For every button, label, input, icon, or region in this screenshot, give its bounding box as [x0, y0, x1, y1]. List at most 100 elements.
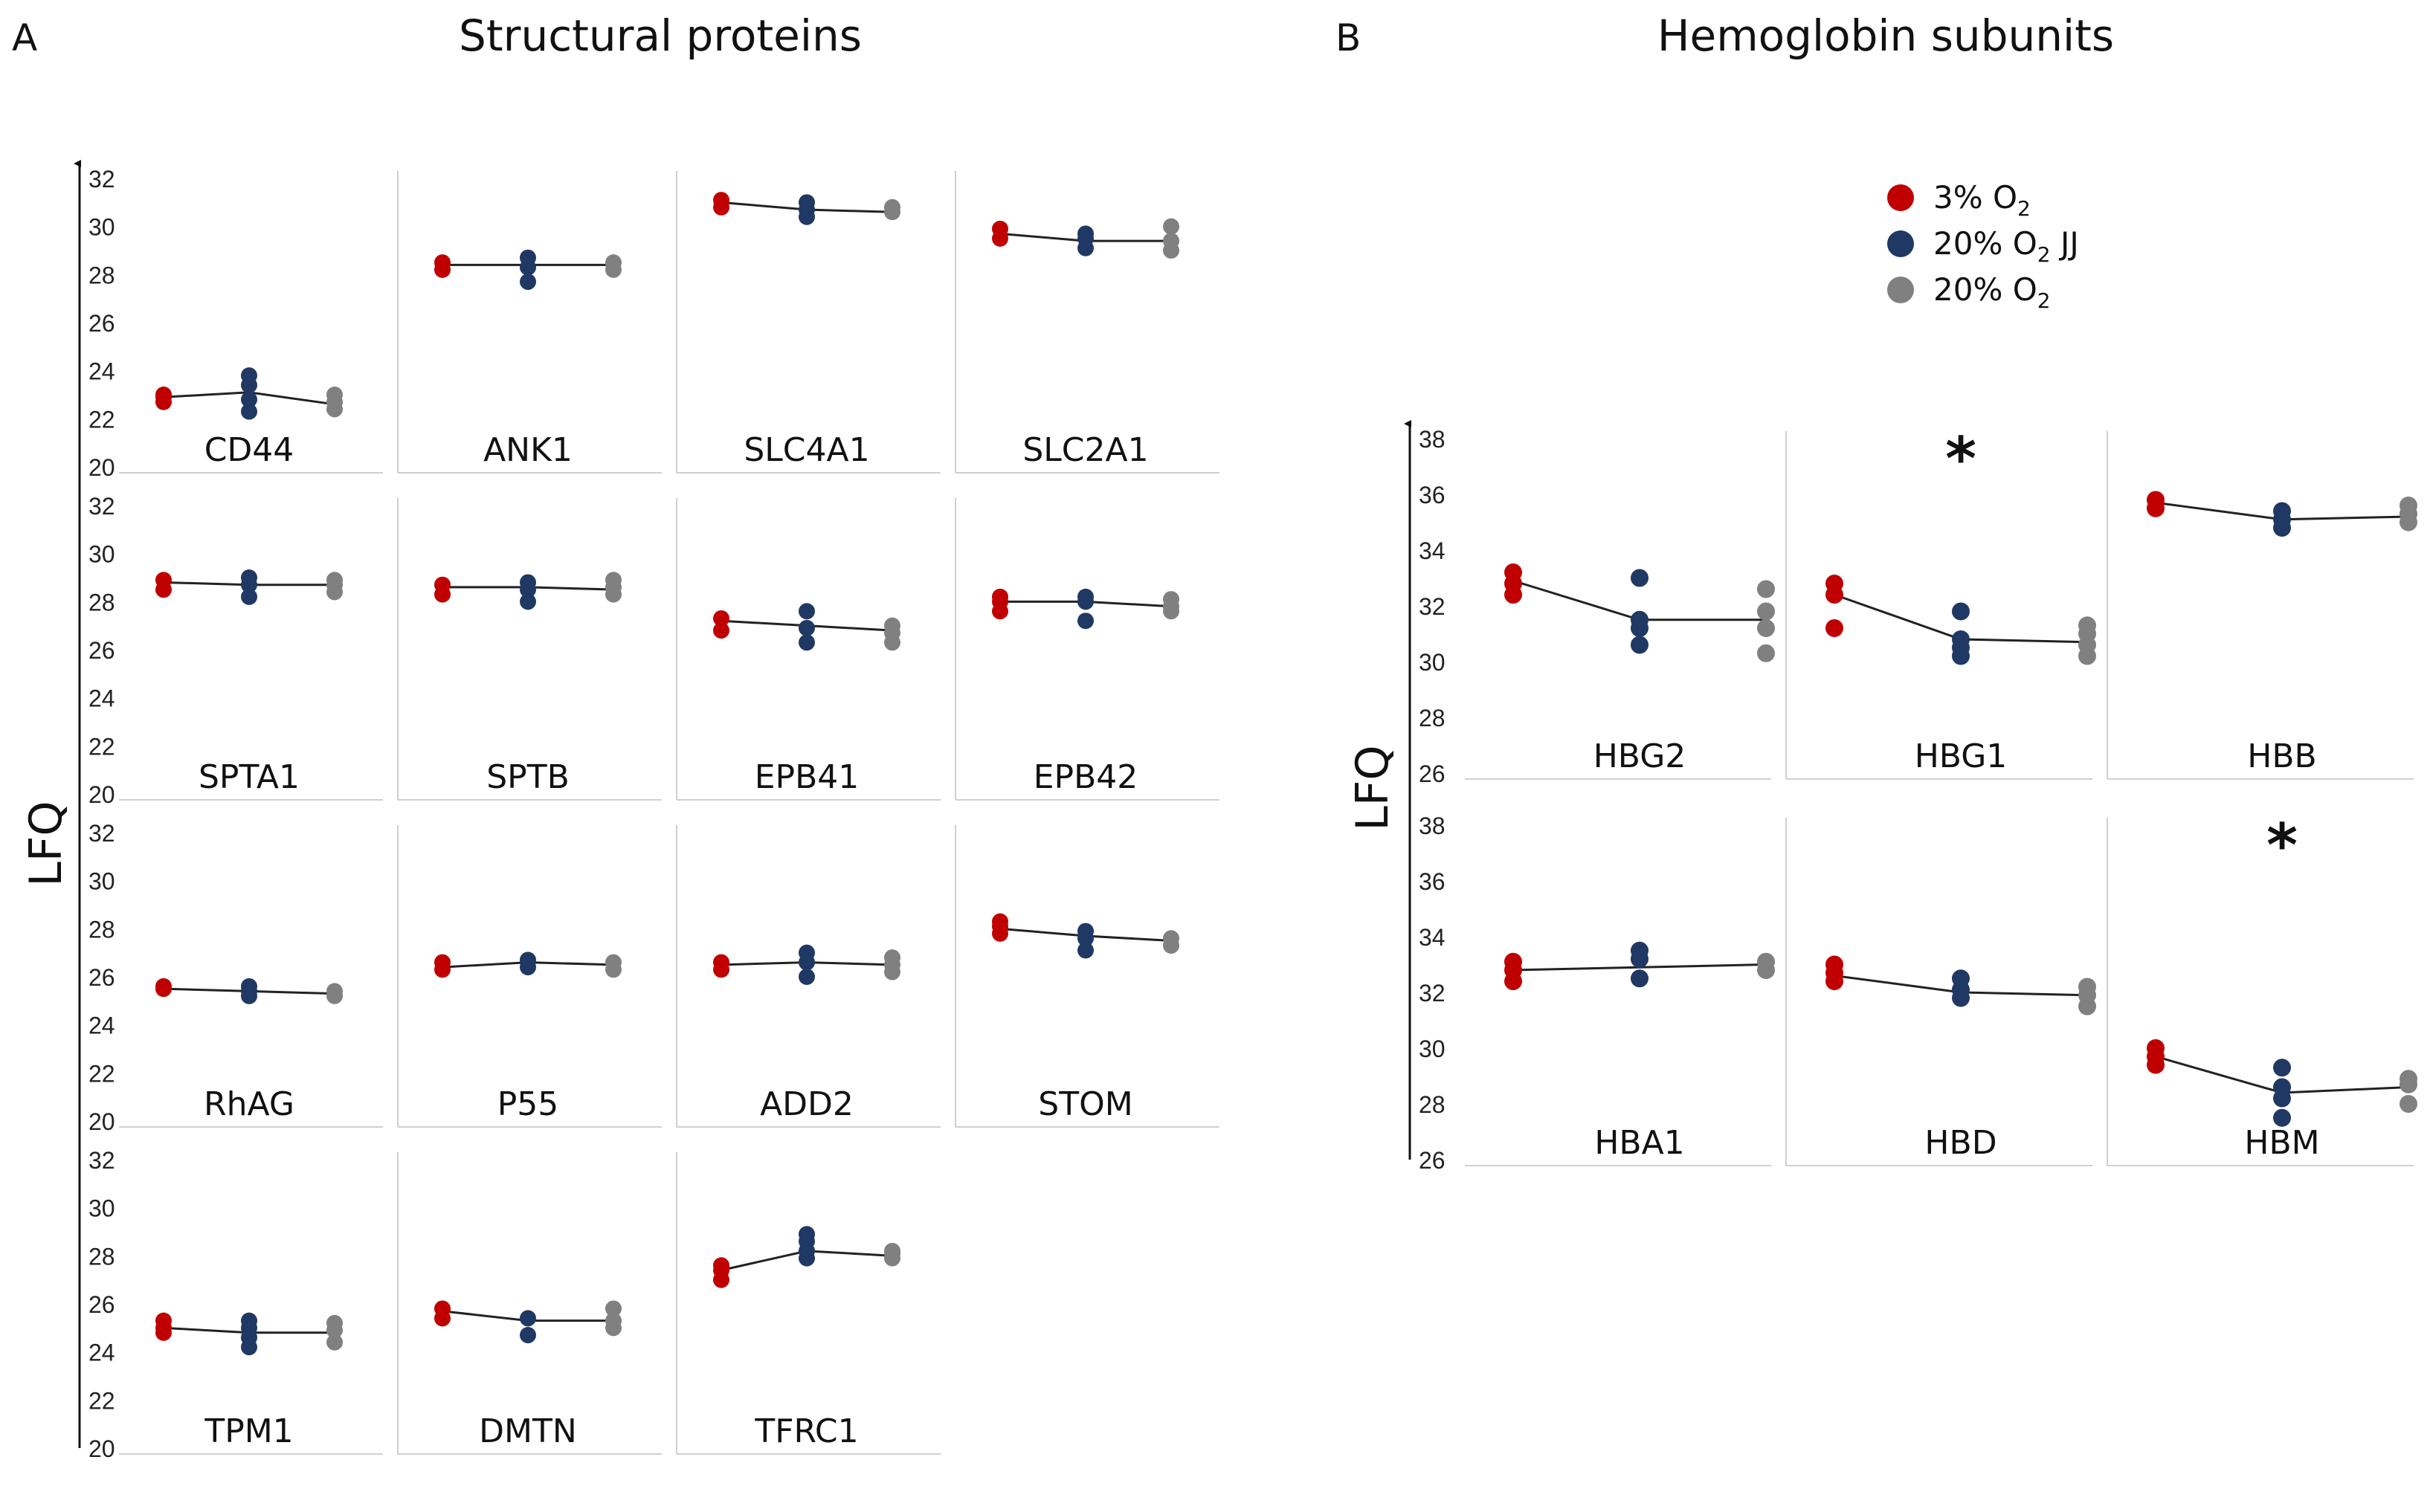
data-point-slc4a1 — [713, 192, 729, 209]
protein-label-tfrc1: TFRC1 — [754, 1412, 858, 1450]
panel-a-title: Structural proteins — [459, 10, 862, 61]
data-point-sptb — [605, 572, 622, 589]
panel-b-y-tick-label: 34 — [1419, 537, 1446, 564]
data-point-epb42 — [1163, 591, 1179, 608]
data-point-tpm1 — [326, 1334, 343, 1351]
panel-b-y-tick-label: 28 — [1419, 705, 1446, 731]
legend-label-3pct: 3% O2 — [1933, 179, 2031, 221]
data-point-epb42 — [1077, 613, 1094, 630]
plot-spta1: SPTA1 — [119, 569, 383, 801]
panel-a-y-tick-label: 30 — [88, 214, 115, 241]
panel-a-y-tick-label: 26 — [88, 964, 115, 991]
data-point-hbb — [2147, 491, 2165, 509]
plot-slc2a1: SLC2A1 — [955, 171, 1219, 474]
plot-hbg1: HBG1 * — [1785, 424, 2096, 780]
panel-a-y-tick-label: 22 — [88, 733, 115, 760]
panel-a-y-tick-label: 22 — [88, 406, 115, 433]
panel-a-y-tick-label: 20 — [88, 781, 115, 808]
significance-star-hbg1: * — [1945, 424, 1976, 494]
panel-b-y-tick-label: 32 — [1419, 980, 1446, 1007]
data-point-hbg2 — [1757, 644, 1775, 662]
data-point-epb41 — [713, 610, 729, 627]
data-point-hba1 — [1631, 941, 1649, 960]
plot-sptb: SPTB — [397, 498, 662, 801]
protein-label-ank1: ANK1 — [483, 431, 573, 469]
data-point-hbd — [2078, 978, 2096, 996]
plot-tfrc1: TFRC1 — [676, 1152, 941, 1455]
panel-a-y-tick-label: 26 — [88, 310, 115, 337]
plot-rhag: RhAG — [119, 978, 383, 1128]
data-point-hbb — [2400, 497, 2417, 514]
data-point-p55 — [520, 952, 536, 969]
legend-label-20pct-jj: 20% O2 JJ — [1933, 225, 2079, 267]
panel-b-y-axis-title: LFQ — [1347, 745, 1399, 830]
protein-label-p55: P55 — [497, 1085, 559, 1123]
plot-hbm: HBM * — [2107, 811, 2417, 1166]
panel-a-y-tick-label: 20 — [88, 454, 115, 481]
data-point-hbb — [2273, 502, 2291, 520]
legend-marker-3pct — [1887, 184, 1914, 211]
data-point-ank1 — [520, 274, 536, 291]
legend-marker-20pct-jj — [1887, 230, 1914, 257]
panel-b-y-tick-label: 36 — [1419, 868, 1446, 895]
panel-b-y-tick-label: 30 — [1419, 1036, 1446, 1062]
data-point-dmtn — [520, 1327, 536, 1344]
data-point-stom — [1163, 930, 1179, 947]
panel-b-y-tick-label: 30 — [1419, 649, 1446, 676]
panel-a-y-tick-label: 26 — [88, 637, 115, 664]
data-point-spta1 — [241, 569, 257, 586]
protein-label-hbg1: HBG1 — [1915, 737, 2008, 775]
data-point-add2 — [799, 944, 815, 961]
panel-b-y-tick-label: 34 — [1419, 924, 1446, 951]
panel-b-y-tick-label: 38 — [1419, 426, 1446, 453]
panel-a-y-tick-label: 22 — [88, 1060, 115, 1087]
data-point-epb41 — [713, 622, 729, 639]
data-point-epb41 — [799, 619, 815, 636]
data-point-sptb — [520, 574, 536, 591]
data-point-spta1 — [326, 572, 343, 589]
panel-a-y-tick-label: 28 — [88, 916, 115, 943]
data-point-rhag — [155, 978, 172, 995]
data-point-hbg1 — [2078, 616, 2096, 635]
data-point-hbd — [1952, 969, 1970, 988]
protein-label-hbd: HBD — [1924, 1124, 1996, 1162]
plot-hbg2: HBG2 — [1465, 563, 1775, 780]
data-point-hbm — [2400, 1095, 2417, 1113]
data-point-hba1 — [1504, 952, 1522, 971]
data-point-epb42 — [992, 588, 1008, 605]
panel-b-y-tick-label: 26 — [1419, 1147, 1446, 1174]
plot-hbb: HBB — [2107, 431, 2417, 780]
plot-slc4a1: SLC4A1 — [676, 171, 941, 474]
data-point-cd44 — [326, 387, 343, 403]
significance-star-hbm: * — [2266, 811, 2298, 880]
plot-stom: STOM — [955, 825, 1219, 1128]
protein-label-sptb: SPTB — [486, 758, 570, 796]
panel-a-y-tick-label: 32 — [88, 820, 115, 847]
panel-b-y-tick-label: 36 — [1419, 482, 1446, 508]
panel-b-y-tick-label: 28 — [1419, 1091, 1446, 1118]
data-point-epb41 — [799, 603, 815, 620]
data-point-rhag — [326, 983, 343, 1000]
data-point-slc4a1 — [884, 198, 900, 216]
protein-label-hbm: HBM — [2244, 1124, 2319, 1162]
panel-b-y-tick-label: 38 — [1419, 812, 1446, 839]
protein-label-add2: ADD2 — [760, 1085, 854, 1123]
panel-a-y-tick-label: 28 — [88, 1243, 115, 1270]
panel-a-y-tick-label: 30 — [88, 868, 115, 895]
panel-a-y-tick-label: 32 — [88, 166, 115, 193]
data-point-add2 — [799, 969, 815, 985]
data-point-hbm — [2147, 1039, 2165, 1057]
data-point-ank1 — [605, 254, 622, 271]
panel-a-y-tick-label: 24 — [88, 1340, 115, 1366]
data-point-hbm — [2273, 1078, 2291, 1096]
data-point-hbg2 — [1757, 580, 1775, 598]
legend-marker-20pct — [1887, 277, 1914, 303]
panel-a-y-tick-label: 30 — [88, 1195, 115, 1222]
panel-a-y-axis-title: LFQ — [20, 801, 72, 886]
data-point-cd44 — [241, 367, 257, 384]
protein-label-tpm1: TPM1 — [204, 1412, 293, 1450]
plot-epb42: EPB42 — [955, 498, 1219, 801]
plot-hbd: HBD — [1785, 818, 2096, 1166]
panel-a-y-tick-label: 32 — [88, 493, 115, 520]
data-point-p55 — [434, 954, 451, 971]
